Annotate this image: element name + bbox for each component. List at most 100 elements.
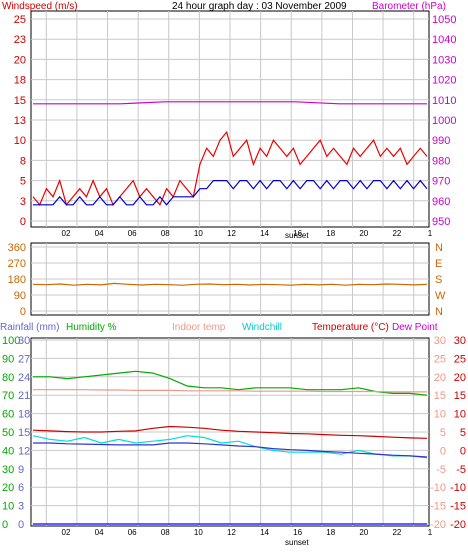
temp-tick-label-right: 30 [454, 335, 466, 347]
humidity-tick-label: 20 [2, 482, 14, 494]
barometer-tick-label: 1030 [432, 54, 456, 66]
rainfall-tick-label: 12 [18, 445, 30, 457]
compass-label: N [435, 242, 443, 254]
barometer-tick-label: 980 [432, 155, 450, 167]
temp-tick-label-right: -5 [456, 464, 466, 476]
average-wind-line [33, 179, 428, 206]
direction-tick-label: 0 [20, 306, 26, 318]
x-tick-label: 04 [95, 528, 104, 537]
x-tick-label: 22 [392, 528, 401, 537]
panel1-grid [31, 11, 429, 227]
barometer-tick-label: 1010 [432, 95, 456, 107]
rainfall-tick-label: 15 [18, 427, 30, 439]
x-tick-label: 04 [95, 229, 104, 238]
wind-direction-line [32, 282, 428, 286]
x-tick-label: 12 [227, 229, 236, 238]
x-tick-label: 18 [326, 229, 335, 238]
rainfall-tick-label: 0 [18, 519, 24, 531]
temp-tick-label-left: -5 [436, 464, 446, 476]
temp-tick-label-left: -15 [430, 501, 446, 513]
indoor-temp-line [33, 389, 427, 393]
windspeed-tick-label: 25 [14, 14, 26, 26]
compass-label: N [435, 306, 443, 318]
windchill-line [32, 435, 428, 459]
windspeed-label: Windspeed (m/s) [2, 1, 78, 12]
x-tick-label: 10 [194, 229, 203, 238]
barometer-tick-label: 1020 [432, 75, 456, 87]
direction-tick-label: 270 [8, 258, 26, 270]
temp-tick-label-left: 25 [434, 353, 446, 365]
temp-tick-label-right: 0 [460, 445, 466, 457]
temp-tick-label-right: 25 [454, 353, 466, 365]
windspeed-tick-label: 15 [14, 95, 26, 107]
rainfall-tick-label: 30 [18, 335, 30, 347]
temp-line [32, 425, 428, 439]
humidity-tick-label: 100 [2, 335, 20, 347]
dewpoint-label: Dew Point [392, 322, 438, 333]
humidity-tick-label: 80 [2, 372, 14, 384]
humidity-tick-label: 90 [2, 353, 14, 365]
x-tick-label: 16 [293, 229, 302, 238]
x-tick-label: 22 [392, 229, 401, 238]
temp-tick-label-left: 30 [434, 335, 446, 347]
x-tick-label: 02 [62, 528, 71, 537]
humidity-tick-label: 40 [2, 445, 14, 457]
temp-tick-label-right: 10 [454, 409, 466, 421]
x-tick-label: 20 [359, 229, 368, 238]
windspeed-tick-label: 13 [14, 115, 26, 127]
barometer-tick-label: 1040 [432, 34, 456, 46]
compass-label: E [435, 258, 442, 270]
temp-tick-label-left: 15 [434, 390, 446, 402]
direction-tick-label: 180 [8, 274, 26, 286]
rainfall-tick-label: 18 [18, 409, 30, 421]
rainfall-tick-label: 27 [18, 353, 30, 365]
panel1-right-ticks: 950 960 970 980 990 1000 1010 1020 1030 1040 1050 [432, 14, 456, 228]
x-tick-label: 06 [128, 528, 137, 537]
temperature-panel: 0102030405060708090100036912151821242730… [0, 322, 466, 547]
temperature-label: Temperature (°C) [312, 322, 389, 333]
humidity-line [33, 370, 428, 396]
windspeed-tick-label: 18 [14, 75, 26, 87]
rainfall-tick-label: 6 [18, 482, 24, 494]
temp-tick-label-right: -10 [450, 482, 466, 494]
direction-tick-label: 90 [14, 290, 26, 302]
windchill-label: Windchill [242, 322, 282, 333]
barometer-tick-label: 1050 [432, 14, 456, 26]
dewpoint-line [33, 442, 428, 458]
panel3-x-ticks: 02 04 06 08 10 12 14 16 18 20 22 1 [62, 528, 433, 537]
barometer-tick-label: 970 [432, 176, 450, 188]
windspeed-tick-label: 5 [20, 176, 26, 188]
compass-label: W [435, 290, 446, 302]
humidity-tick-label: 60 [2, 409, 14, 421]
sunset-marker-bottom: sunset [285, 538, 309, 547]
temp-tick-label-left: 0 [440, 445, 446, 457]
panel2-series [32, 282, 428, 286]
windspeed-tick-label: 23 [14, 34, 26, 46]
barometer-tick-label: 950 [432, 216, 450, 228]
x-tick-label: 16 [293, 528, 302, 537]
temp-tick-label-right: -15 [450, 501, 466, 513]
barometer-tick-label: 1000 [432, 115, 456, 127]
rainfall-tick-label: 24 [18, 372, 30, 384]
panel1-series [32, 101, 428, 207]
humidity-tick-label: 0 [2, 519, 8, 531]
temp-tick-label-left: 20 [434, 372, 446, 384]
x-tick-label: 08 [161, 229, 170, 238]
temp-tick-label-left: -10 [430, 482, 446, 494]
panel1-left-ticks: 0 3 5 8 10 13 15 18 20 23 25 [14, 14, 26, 228]
rainfall-tick-label: 21 [18, 390, 30, 402]
panel2-left-ticks: 0 90 180 270 360 [8, 242, 26, 318]
humidity-label: Humidity % [66, 322, 117, 333]
x-tick-label: 08 [161, 528, 170, 537]
barometer-line [33, 101, 427, 105]
temp-tick-label-right: 5 [460, 427, 466, 439]
x-tick-label: 14 [260, 229, 269, 238]
rainfall-tick-label: 3 [18, 501, 24, 513]
windspeed-tick-label: 10 [14, 135, 26, 147]
direction-tick-label: 360 [8, 242, 26, 254]
humidity-tick-label: 50 [2, 427, 14, 439]
gust-line [32, 130, 428, 207]
